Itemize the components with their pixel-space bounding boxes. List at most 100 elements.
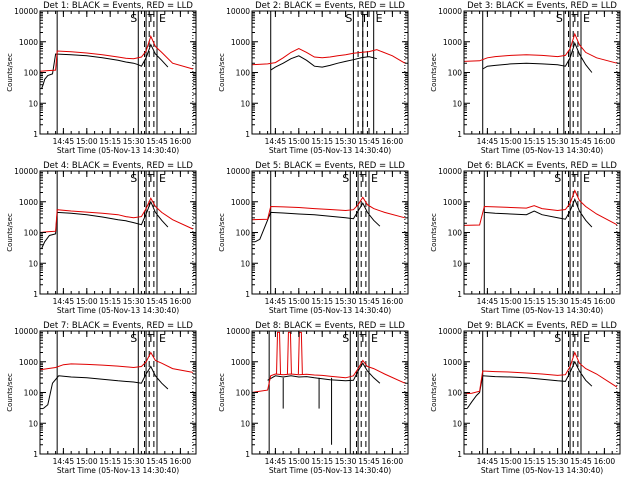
marker-label: S: [130, 12, 137, 25]
x-tick-label: 14:45: [477, 297, 499, 306]
y-tick-label: 1: [33, 290, 38, 299]
series-red-lld: [252, 196, 406, 221]
panel-data-area: [252, 331, 406, 454]
x-tick-label: 15:45: [570, 297, 592, 306]
y-tick-label: 100: [448, 389, 463, 398]
x-tick-label: 15:30: [547, 297, 569, 306]
x-tick-label: 15:30: [123, 457, 145, 466]
marker-label: E: [159, 12, 166, 25]
x-tick-label: 16:00: [170, 457, 192, 466]
x-tick-label: 16:00: [594, 457, 616, 466]
marker-label: S: [554, 172, 561, 185]
marker-label: E: [583, 332, 590, 345]
y-tick-label: 1: [33, 450, 38, 459]
series-black-events: [42, 365, 169, 409]
y-tick-label: 10000: [438, 167, 462, 176]
series-red-lld: [40, 197, 194, 233]
y-tick-label: 100: [236, 229, 251, 238]
y-tick-label: 10: [240, 419, 250, 428]
series-black-events: [41, 43, 169, 89]
plot-frame: [39, 10, 197, 135]
panel-data-area: [40, 331, 194, 454]
y-tick-label: 1: [457, 290, 462, 299]
x-tick-label: 14:45: [265, 297, 287, 306]
red-spike: [276, 331, 282, 374]
y-tick-label: 1000: [443, 38, 462, 47]
x-axis-label: Start Time (05-Nov-13 14:30:40): [269, 146, 391, 155]
x-tick-label: 15:15: [311, 457, 333, 466]
y-tick-label: 10: [240, 99, 250, 108]
x-tick-label: 14:45: [53, 137, 75, 146]
y-tick-label: 10000: [226, 7, 250, 16]
y-tick-label: 1: [245, 450, 250, 459]
y-axis-label: Counts/sec: [218, 373, 226, 412]
y-tick-label: 10: [452, 419, 462, 428]
marker-label: T: [147, 332, 155, 345]
x-tick-label: 15:15: [523, 137, 545, 146]
plot-frame: [251, 10, 409, 135]
x-tick-label: 15:45: [358, 297, 380, 306]
x-tick-label: 15:15: [99, 297, 121, 306]
panel-data-area: [464, 331, 618, 454]
marker-label: T: [359, 172, 367, 185]
marker-label: S: [556, 12, 563, 25]
x-tick-label: 15:30: [335, 457, 357, 466]
x-tick-label: 15:30: [123, 297, 145, 306]
x-tick-label: 15:15: [523, 457, 545, 466]
x-tick-label: 14:45: [477, 457, 499, 466]
series-black-events: [267, 362, 381, 384]
x-tick-label: 16:00: [594, 297, 616, 306]
series-red-lld: [464, 351, 618, 395]
red-spike: [286, 331, 292, 374]
panel-title: Det 9: BLACK = Events, RED = LLD: [467, 321, 617, 331]
x-tick-label: 15:15: [99, 137, 121, 146]
y-tick-label: 100: [236, 389, 251, 398]
y-axis-label: Counts/sec: [218, 53, 226, 92]
y-tick-label: 10: [28, 259, 38, 268]
panel-title: Det 1: BLACK = Events, RED = LLD: [43, 1, 193, 11]
panel-title: Det 2: BLACK = Events, RED = LLD: [255, 1, 405, 11]
x-tick-label: 15:00: [500, 297, 522, 306]
series-red-lld: [40, 351, 193, 373]
x-tick-label: 16:00: [382, 137, 404, 146]
panel-title: Det 4: BLACK = Events, RED = LLD: [43, 161, 193, 171]
series-black-events: [482, 41, 593, 73]
x-axis-label: Start Time (05-Nov-13 14:30:40): [269, 466, 391, 475]
panel-title: Det 7: BLACK = Events, RED = LLD: [43, 321, 193, 331]
y-tick-label: 1000: [231, 198, 250, 207]
y-tick-label: 1000: [231, 38, 250, 47]
y-axis-label: Counts/sec: [218, 213, 226, 252]
x-tick-label: 15:00: [76, 457, 98, 466]
y-tick-label: 1: [457, 450, 462, 459]
series-black-events: [254, 202, 381, 243]
marker-label: S: [130, 172, 137, 185]
y-tick-label: 10: [28, 419, 38, 428]
y-tick-label: 1: [457, 130, 462, 139]
y-tick-label: 10: [28, 99, 38, 108]
y-tick-label: 10000: [438, 327, 462, 336]
x-tick-label: 15:00: [500, 457, 522, 466]
y-tick-label: 100: [236, 69, 251, 78]
plot-frame: [39, 330, 197, 455]
x-axis-label: Start Time (05-Nov-13 14:30:40): [481, 146, 603, 155]
x-tick-label: 15:30: [335, 297, 357, 306]
y-tick-label: 100: [448, 229, 463, 238]
marker-label: E: [376, 12, 383, 25]
x-tick-label: 16:00: [382, 457, 404, 466]
marker-label: S: [345, 12, 352, 25]
x-tick-label: 15:30: [123, 137, 145, 146]
panel-data-area: [40, 171, 194, 294]
x-tick-label: 15:00: [288, 457, 310, 466]
series-red-lld: [464, 189, 618, 226]
x-tick-label: 15:00: [76, 137, 98, 146]
marker-label: E: [159, 172, 166, 185]
marker-label: T: [359, 332, 367, 345]
y-tick-label: 10: [452, 259, 462, 268]
